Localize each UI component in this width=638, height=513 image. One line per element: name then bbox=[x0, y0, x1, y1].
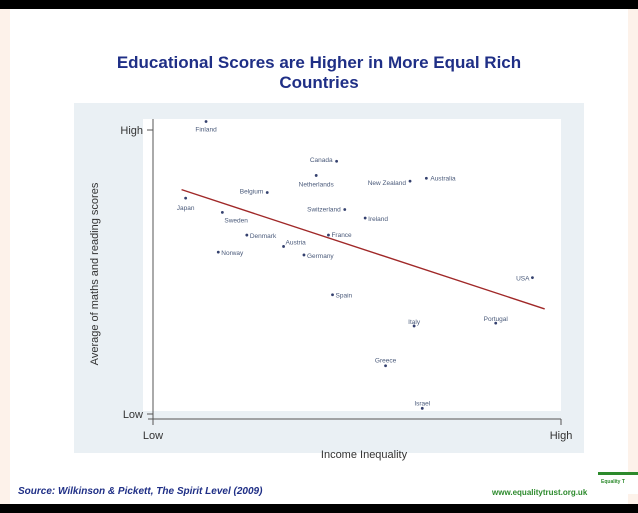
data-point-greece bbox=[384, 364, 387, 368]
data-point-usa bbox=[531, 276, 534, 280]
plot-area bbox=[143, 119, 561, 411]
point-label-italy: Italy bbox=[408, 319, 421, 326]
chart-title: Educational Scores are Higher in More Eq… bbox=[10, 53, 628, 93]
data-point-japan bbox=[184, 196, 188, 200]
data-point-netherlands bbox=[314, 174, 318, 177]
data-points: Finland Canada Netherlands Australia New Zea… bbox=[177, 120, 534, 410]
point-label-norway: Norway bbox=[221, 250, 244, 257]
data-point-portugal bbox=[494, 321, 498, 325]
slide-background: Educational Scores are Higher in More Eq… bbox=[0, 9, 638, 504]
point-label-sweden: Sweden bbox=[224, 217, 248, 224]
x-tick-label: High bbox=[550, 430, 573, 442]
data-point-switzerland bbox=[343, 208, 347, 211]
y-tick-label: High bbox=[120, 125, 143, 137]
data-point-germany bbox=[302, 253, 306, 257]
chart-title-line-2: Countries bbox=[279, 73, 359, 92]
y-tick-label: Low bbox=[123, 409, 143, 421]
point-label-switzerland: Switzerland bbox=[307, 207, 341, 214]
logo-text: Equality T bbox=[601, 479, 625, 485]
data-point-canada bbox=[335, 159, 338, 163]
data-point-spain bbox=[331, 293, 334, 297]
data-point-sweden bbox=[220, 210, 224, 214]
data-point-norway bbox=[216, 250, 220, 254]
point-label-finland: Finland bbox=[195, 126, 217, 133]
data-point-france bbox=[327, 233, 330, 237]
data-point-israel bbox=[420, 406, 424, 410]
point-label-netherlands: Netherlands bbox=[299, 181, 335, 188]
data-point-austria bbox=[282, 245, 285, 248]
trend-line bbox=[181, 188, 545, 310]
point-label-australia: Australia bbox=[430, 175, 456, 182]
data-point-denmark bbox=[245, 233, 249, 237]
point-label-austria: Austria bbox=[286, 239, 307, 246]
point-label-spain: Spain bbox=[336, 293, 353, 300]
y-axis-label: Average of maths and reading scores bbox=[89, 182, 101, 365]
point-label-new-zealand: New Zealand bbox=[368, 180, 407, 187]
point-label-germany: Germany bbox=[307, 253, 334, 260]
point-label-usa: USA bbox=[516, 276, 530, 283]
point-label-belgium: Belgium bbox=[240, 188, 263, 195]
slide-content: Educational Scores are Higher in More Eq… bbox=[10, 9, 628, 504]
point-label-greece: Greece bbox=[375, 358, 397, 365]
x-axis-label: Income Inequality bbox=[321, 449, 408, 461]
data-point-ireland bbox=[363, 216, 367, 220]
point-label-denmark: Denmark bbox=[250, 233, 277, 240]
x-tick-label: Low bbox=[143, 430, 163, 442]
point-label-ireland: Ireland bbox=[368, 216, 388, 223]
data-point-new-zealand bbox=[408, 179, 412, 183]
source-citation: Source: Wilkinson & Pickett, The Spirit … bbox=[18, 486, 263, 497]
data-point-finland bbox=[204, 120, 208, 123]
equality-trust-logo: Equality T bbox=[598, 472, 638, 494]
point-label-portugal: Portugal bbox=[484, 316, 509, 323]
point-label-canada: Canada bbox=[310, 157, 333, 164]
data-point-belgium bbox=[265, 191, 269, 194]
data-point-australia bbox=[424, 176, 428, 180]
point-label-israel: Israel bbox=[414, 400, 430, 407]
website-link[interactable]: www.equalitytrust.org.uk bbox=[492, 488, 588, 497]
chart-title-line-1: Educational Scores are Higher in More Eq… bbox=[116, 53, 522, 72]
point-label-france: France bbox=[331, 232, 352, 239]
point-label-japan: Japan bbox=[177, 205, 195, 212]
data-point-italy bbox=[412, 324, 416, 328]
